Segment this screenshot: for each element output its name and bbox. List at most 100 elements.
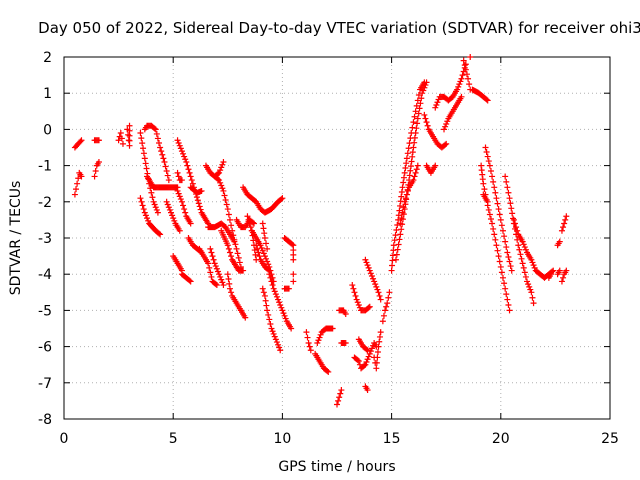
data-point <box>403 160 410 167</box>
series-track-36 <box>281 285 292 292</box>
data-point <box>290 271 297 278</box>
data-point <box>349 282 356 289</box>
data-point <box>140 145 147 152</box>
data-point <box>463 71 470 78</box>
data-point <box>410 177 417 184</box>
data-point <box>467 54 474 60</box>
data-point <box>354 299 361 306</box>
data-point <box>550 267 557 274</box>
data-point <box>442 123 449 130</box>
data-point <box>164 172 171 179</box>
data-point <box>549 268 556 275</box>
series-track-51 <box>388 79 428 274</box>
data-point <box>143 215 150 222</box>
data-point <box>504 249 511 256</box>
data-point <box>505 254 512 261</box>
data-point <box>154 209 161 216</box>
data-point <box>398 226 405 233</box>
data-point <box>255 249 262 256</box>
data-point <box>137 195 144 202</box>
data-point <box>461 62 468 69</box>
data-point <box>259 247 266 254</box>
y-tick-label: -4 <box>38 267 52 283</box>
data-point <box>495 253 502 260</box>
series-track-63 <box>480 191 491 205</box>
data-point <box>548 271 555 278</box>
data-point <box>258 244 265 251</box>
data-point <box>404 187 411 194</box>
data-point <box>178 148 185 155</box>
data-point <box>525 281 532 288</box>
data-point <box>325 368 332 375</box>
data-point <box>415 110 422 117</box>
data-point <box>290 278 297 285</box>
data-point <box>271 333 278 340</box>
data-point <box>306 343 313 350</box>
data-point <box>262 297 269 304</box>
data-point <box>170 215 177 222</box>
data-point <box>176 142 183 149</box>
data-point <box>362 256 369 263</box>
data-point <box>273 339 280 346</box>
data-point <box>403 191 410 198</box>
series-track-46 <box>355 336 371 354</box>
series-track-56 <box>432 61 469 111</box>
data-point <box>181 153 188 160</box>
data-point <box>260 225 267 232</box>
data-point <box>455 83 462 90</box>
data-point <box>234 250 241 257</box>
data-point <box>485 206 492 213</box>
data-point <box>365 304 372 311</box>
data-point <box>222 196 229 203</box>
data-point <box>212 281 219 288</box>
series-track-11 <box>163 198 183 234</box>
y-tick-label: 2 <box>43 50 52 66</box>
series-track-66 <box>554 238 563 249</box>
data-point <box>507 200 514 207</box>
data-point <box>482 144 489 151</box>
plot-frame <box>63 56 611 420</box>
data-point <box>118 135 125 142</box>
data-point <box>376 292 383 299</box>
data-point <box>228 253 235 260</box>
data-point <box>396 236 403 243</box>
data-point <box>171 217 178 224</box>
data-point <box>496 258 503 265</box>
data-point <box>95 137 102 144</box>
data-point <box>266 271 273 278</box>
data-point <box>182 209 189 216</box>
data-point <box>246 220 253 227</box>
series-track-31 <box>253 242 273 274</box>
data-point <box>157 231 164 238</box>
data-point <box>459 72 466 79</box>
data-point <box>375 289 382 296</box>
data-point <box>414 162 421 169</box>
data-point <box>156 230 163 237</box>
data-point <box>413 125 420 132</box>
data-point <box>180 150 187 157</box>
data-point <box>206 264 213 271</box>
data-point <box>305 339 312 346</box>
data-point <box>495 206 502 213</box>
data-point <box>483 96 490 103</box>
data-point <box>408 158 415 165</box>
data-point <box>140 206 147 213</box>
data-point <box>466 81 473 88</box>
data-point <box>411 173 418 180</box>
data-point <box>334 401 340 408</box>
data-point <box>267 274 274 281</box>
series-track-01 <box>71 169 85 198</box>
data-point <box>269 328 276 335</box>
y-tick-label: -7 <box>38 376 52 392</box>
data-point <box>139 140 146 147</box>
data-point <box>208 273 215 280</box>
data-point <box>563 213 570 220</box>
data-point <box>501 280 508 287</box>
data-point <box>530 300 537 307</box>
data-point <box>77 138 84 145</box>
data-point <box>462 66 469 73</box>
data-point <box>490 225 497 232</box>
data-point <box>397 220 404 227</box>
data-point <box>150 198 157 205</box>
series-track-03 <box>91 158 102 180</box>
